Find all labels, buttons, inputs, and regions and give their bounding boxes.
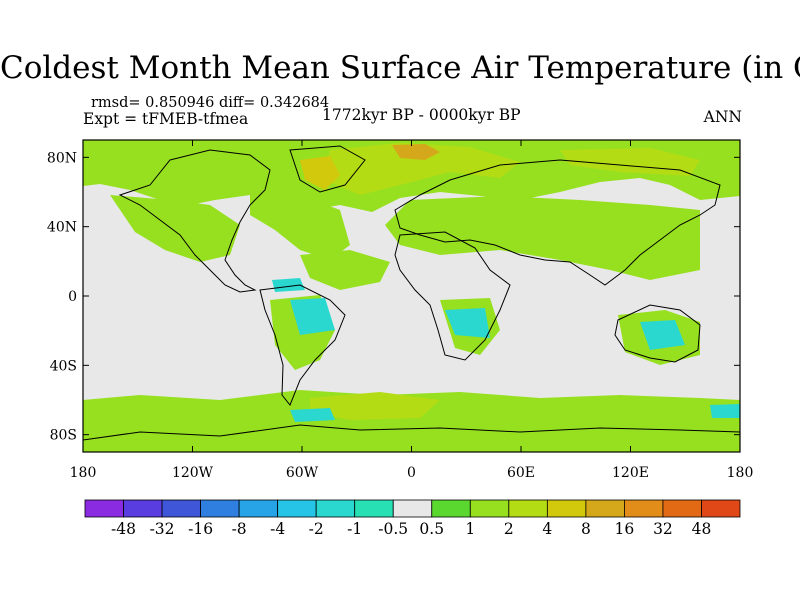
north-america-coast [118, 149, 271, 293]
africa-cold-region [445, 308, 490, 338]
colorbar-swatch [392, 499, 433, 518]
colorbar-swatch [431, 499, 471, 518]
australia-cold-region [640, 320, 685, 350]
colorbar-swatch [123, 499, 163, 518]
eurasia-region [385, 196, 700, 280]
colorbar-label: 8 [581, 520, 591, 538]
map-title: Coldest Month Mean Surface Air Temperatu… [0, 50, 800, 86]
tropical-atlantic-region [300, 250, 390, 290]
australia-coast [614, 304, 701, 363]
y-tick-label: 0 [68, 289, 77, 305]
stats-text: rmsd= 0.850946 diff= 0.342684 [91, 95, 330, 111]
antarctica-coast [83, 424, 740, 441]
southern-ocean-region [83, 390, 740, 452]
y-tick-label: 80S [50, 428, 77, 444]
y-tick-label: 40S [50, 358, 77, 374]
colorbar-label: 4 [542, 520, 552, 538]
colorbar-label: -8 [232, 520, 247, 538]
coastlines [83, 145, 740, 441]
colorbar-label: 32 [653, 520, 673, 538]
south-america-coast [259, 284, 346, 406]
colorbar-label: -4 [270, 520, 285, 538]
colorbar-swatch [354, 499, 394, 518]
period-label: 1772kyr BP - 0000kyr BP [322, 106, 521, 124]
colorbar-swatch [238, 499, 279, 518]
x-tick-label: 120W [172, 465, 214, 481]
colorbar-label: -1 [347, 520, 362, 538]
season-label: ANN [703, 108, 742, 126]
greenland-coast [289, 145, 366, 193]
colorbar-swatch [701, 499, 741, 518]
colorbar-swatch [662, 499, 702, 518]
southern-yellow-region [310, 392, 440, 420]
greenland-orange-region [300, 156, 340, 190]
colorbar: -48 -32 -16 -8 -4 -2 -1 -0.5 0.5 1 2 4 8 16 32 48 [84, 499, 741, 538]
y-tick-label: 80N [47, 150, 77, 166]
temperature-anomaly-field [83, 140, 740, 452]
axis-ticks: 180 120W 60W 0 60E 120E 180 80N 40N 0 40S 80S [47, 140, 753, 481]
arctic-yellow-region [325, 143, 520, 195]
x-tick-label: 60E [507, 465, 535, 481]
experiment-label: Expt = tFMEB-tfmea [83, 110, 249, 128]
eurasia-coast [394, 159, 721, 286]
colorbar-label: 16 [615, 520, 635, 538]
x-tick-label: 120E [612, 465, 649, 481]
antarctic-cold-region-east [710, 404, 740, 418]
colorbar-swatch [546, 499, 587, 518]
colorbar-label: -32 [150, 520, 175, 538]
colorbar-label: -16 [188, 520, 213, 538]
x-tick-label: 180 [727, 465, 754, 481]
y-tick-label: 40N [47, 220, 77, 236]
colorbar-swatch [585, 499, 625, 518]
antarctic-cold-region [290, 408, 335, 422]
colorbar-swatch [315, 499, 356, 518]
africa-coast [394, 231, 511, 361]
x-tick-label: 60W [286, 465, 319, 481]
arctic-orange-region [392, 144, 440, 160]
north-atlantic-region [250, 190, 350, 260]
colorbar-swatch [624, 499, 664, 518]
colorbar-swatch [84, 499, 124, 518]
colorbar-swatch [277, 499, 317, 518]
colorbar-swatch [161, 499, 201, 518]
colorbar-label: 1 [465, 520, 475, 538]
colorbar-label: 48 [692, 520, 712, 538]
amazon-cold-region [290, 298, 335, 335]
colorbar-swatch [508, 499, 548, 518]
colorbar-label: -2 [309, 520, 324, 538]
north-america-region [110, 195, 240, 262]
colorbar-swatch [200, 499, 240, 518]
colorbar-label: 2 [504, 520, 514, 538]
pacific-cold-region [272, 278, 305, 292]
x-tick-label: 0 [407, 465, 416, 481]
colorbar-label: -0.5 [378, 520, 408, 538]
colorbar-swatch [469, 499, 510, 518]
colorbar-label: 0.5 [419, 520, 444, 538]
colorbar-label: -48 [111, 520, 136, 538]
x-tick-label: 180 [70, 465, 97, 481]
